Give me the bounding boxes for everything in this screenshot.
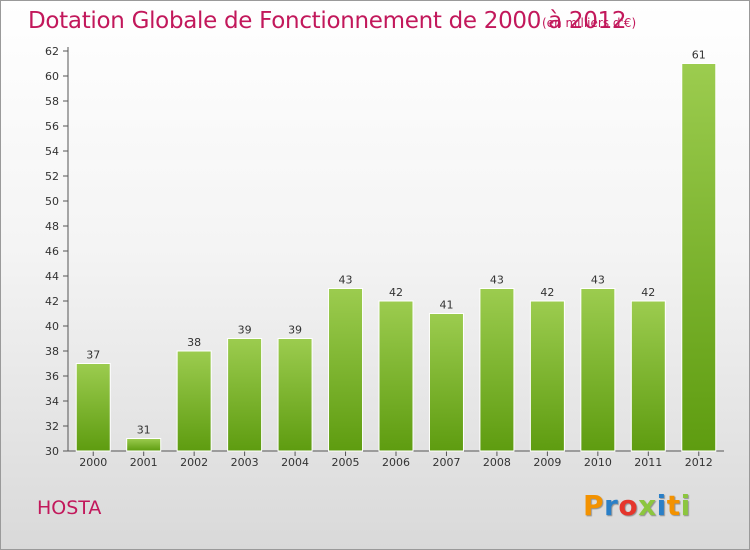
bar-2007 — [428, 313, 464, 452]
bar-2000 — [75, 363, 111, 452]
data-label-2012: 61 — [692, 49, 706, 62]
x-tick-label: 2011 — [634, 456, 662, 469]
bar-2010 — [580, 288, 616, 452]
x-tick-label: 2003 — [231, 456, 259, 469]
x-tick-label: 2000 — [79, 456, 107, 469]
data-label-2010: 43 — [591, 274, 605, 287]
y-tick-label: 60 — [45, 70, 59, 83]
y-tick-label: 40 — [45, 320, 59, 333]
logo-letter: r — [604, 489, 619, 522]
data-label-2007: 41 — [439, 299, 453, 312]
bar-2005 — [328, 288, 364, 452]
x-tick-label: 2012 — [685, 456, 713, 469]
y-tick-label: 56 — [45, 120, 59, 133]
bar-2009 — [529, 300, 565, 452]
logo-letter: i — [656, 489, 667, 522]
y-tick-label: 42 — [45, 295, 59, 308]
bar-2011 — [630, 300, 666, 452]
bar-2002 — [176, 350, 212, 452]
x-tick-label: 2005 — [332, 456, 360, 469]
bar-2006 — [378, 300, 414, 452]
data-label-2001: 31 — [137, 424, 151, 437]
y-tick-label: 32 — [45, 420, 59, 433]
x-tick-label: 2007 — [432, 456, 460, 469]
chart-title: Dotation Globale de Fonctionnement de 20… — [28, 8, 627, 34]
bar-2012 — [681, 63, 717, 452]
x-tick-label: 2008 — [483, 456, 511, 469]
bar-2001 — [126, 438, 162, 452]
bar-2008 — [479, 288, 515, 452]
x-tick-label: 2010 — [584, 456, 612, 469]
x-axis: 2000 2001 2002 2003 2004 2005 2006 2007 2008 2009… — [68, 450, 724, 469]
chart-unit: (en milliers d'€) — [542, 16, 637, 30]
x-tick-label: 2006 — [382, 456, 410, 469]
y-tick-label: 52 — [45, 170, 59, 183]
y-tick-label: 44 — [45, 270, 59, 283]
y-tick-label: 50 — [45, 195, 59, 208]
y-tick-label: 46 — [45, 245, 59, 258]
logo-letter: i — [680, 489, 691, 522]
data-label-2004: 39 — [288, 324, 302, 337]
x-tick-label: 2001 — [130, 456, 158, 469]
y-tick-label: 36 — [45, 370, 59, 383]
bar-2003 — [227, 338, 263, 452]
data-labels: 37 31 38 39 39 43 42 41 43 42 43 42 61 — [86, 49, 706, 437]
proxiti-logo: Proxiti — [583, 489, 691, 522]
y-axis: 30 32 34 36 38 40 42 44 46 48 50 52 54 56 58 60 62 — [45, 45, 69, 458]
x-tick-label: 2002 — [180, 456, 208, 469]
data-label-2003: 39 — [238, 324, 252, 337]
data-label-2011: 42 — [641, 286, 655, 299]
y-tick-label: 48 — [45, 220, 59, 233]
data-label-2009: 42 — [540, 286, 554, 299]
x-tick-label: 2004 — [281, 456, 309, 469]
logo-letter: o — [618, 489, 639, 522]
bar-2004 — [277, 338, 313, 452]
y-tick-label: 54 — [45, 145, 59, 158]
y-tick-label: 62 — [45, 45, 59, 58]
logo-letter: t — [666, 489, 681, 522]
y-tick-label: 34 — [45, 395, 59, 408]
logo-letter: x — [638, 489, 657, 522]
data-label-2008: 43 — [490, 274, 504, 287]
bars — [75, 63, 717, 452]
data-label-2000: 37 — [86, 349, 100, 362]
logo-letter: P — [583, 489, 605, 522]
x-tick-label: 2009 — [533, 456, 561, 469]
y-tick-label: 38 — [45, 345, 59, 358]
data-label-2005: 43 — [339, 274, 353, 287]
y-tick-label: 30 — [45, 445, 59, 458]
data-label-2006: 42 — [389, 286, 403, 299]
data-label-2002: 38 — [187, 336, 201, 349]
y-tick-label: 58 — [45, 95, 59, 108]
commune-name: HOSTA — [37, 497, 102, 519]
